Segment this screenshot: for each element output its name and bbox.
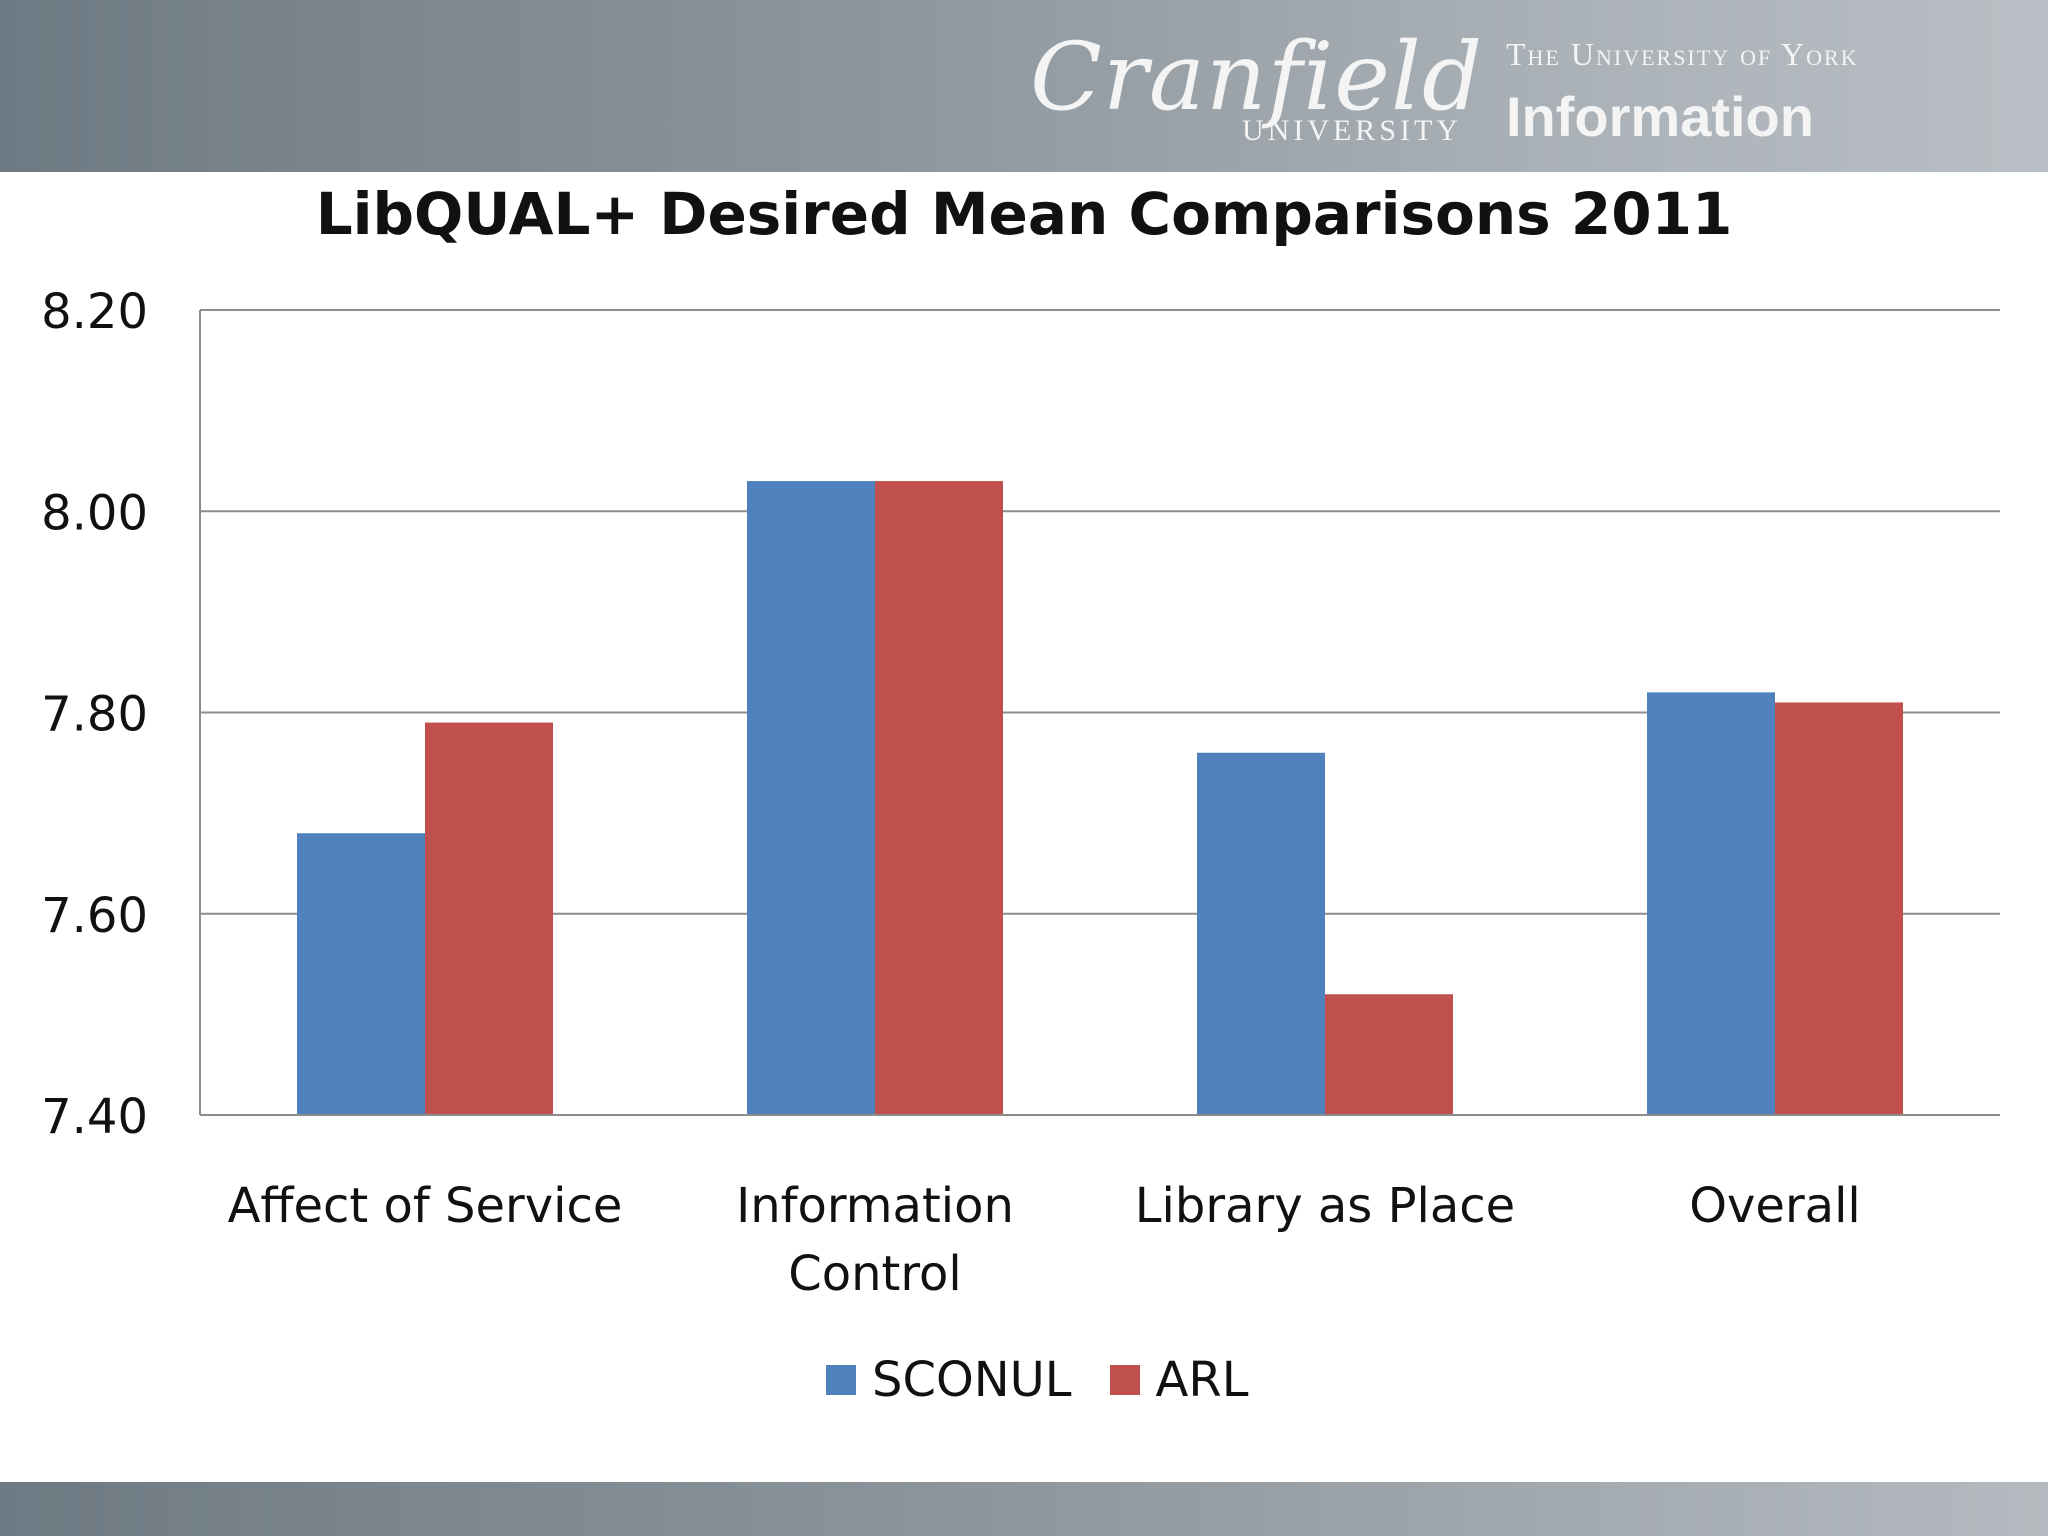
chart-title: LibQUAL+ Desired Mean Comparisons 2011 — [315, 180, 1733, 248]
bar-sconul-affect-of-service — [297, 833, 425, 1115]
x-category-label: Control — [788, 1246, 962, 1302]
y-tick-label: 7.80 — [41, 687, 148, 743]
bar-chart: 7.40 7.60 7.80 8.00 8.20 Affect of Service Inf… — [41, 284, 2000, 1302]
x-category-label: Information — [736, 1178, 1014, 1234]
legend-label-arl: ARL — [1155, 1352, 1249, 1408]
cranfield-university-logo: Cranfield UNIVERSITY — [1030, 28, 1482, 148]
y-tick-label: 7.60 — [41, 888, 148, 944]
x-category-label: Affect of Service — [228, 1178, 623, 1234]
footer-banner — [0, 1482, 2048, 1536]
legend-swatch-sconul — [826, 1365, 856, 1395]
york-logo-text: The University of York — [1506, 36, 1859, 72]
y-tick-label: 8.20 — [41, 284, 148, 340]
york-information-text: Information — [1506, 85, 1814, 148]
chart-legend: SCONUL ARL — [826, 1350, 1286, 1410]
bar-sconul-information-control — [747, 481, 875, 1115]
cranfield-logo-text: Cranfield — [1030, 23, 1484, 132]
y-tick-label: 8.00 — [41, 485, 148, 541]
legend-label-sconul: SCONUL — [872, 1352, 1072, 1408]
header-banner: Cranfield UNIVERSITY The University of Y… — [0, 0, 2048, 172]
legend-swatch-arl — [1109, 1365, 1140, 1395]
legend-item-sconul: SCONUL — [826, 1352, 1072, 1408]
x-category-label: Library as Place — [1135, 1178, 1515, 1234]
bar-arl-library-as-place — [1325, 994, 1453, 1115]
bar-arl-affect-of-service — [425, 722, 553, 1115]
y-tick-label: 7.40 — [41, 1089, 148, 1145]
legend-item-arl: ARL — [1109, 1352, 1249, 1408]
university-of-york-logo: The University of York Information — [1506, 36, 1926, 148]
bar-sconul-overall — [1647, 692, 1775, 1115]
bar-arl-information-control — [875, 481, 1003, 1115]
x-category-label: Overall — [1689, 1178, 1861, 1234]
bar-sconul-library-as-place — [1197, 752, 1325, 1115]
cranfield-logo-subtext: UNIVERSITY — [1242, 114, 1462, 147]
bar-arl-overall — [1775, 702, 1903, 1115]
